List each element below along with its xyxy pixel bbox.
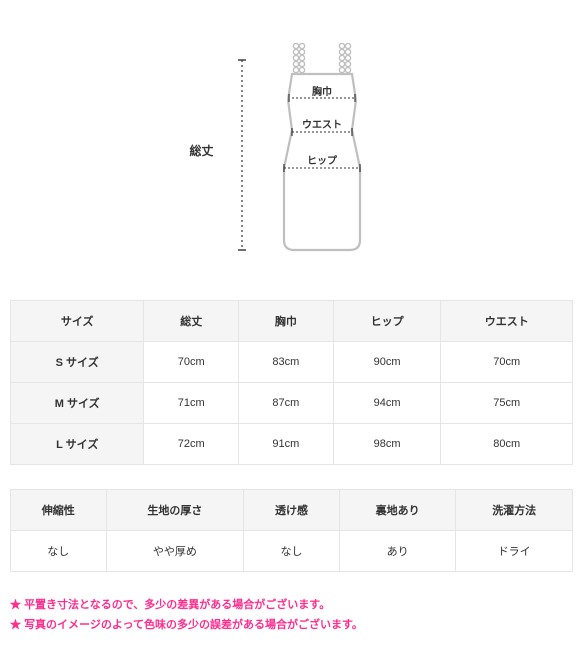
- size-table-header-row: サイズ 総丈 胸巾 ヒップ ウエスト: [11, 301, 573, 342]
- size-cell: 87cm: [239, 383, 334, 424]
- size-col-header: ウエスト: [441, 301, 573, 342]
- size-cell: 98cm: [333, 424, 441, 465]
- size-cell: 94cm: [333, 383, 441, 424]
- diagram-area: 総丈 胸巾 ウエスト: [10, 40, 573, 260]
- size-cell: 83cm: [239, 342, 334, 383]
- table-row: S サイズ 70cm 83cm 90cm 70cm: [11, 342, 573, 383]
- prop-cell: あり: [339, 531, 456, 572]
- prop-cell: なし: [11, 531, 107, 572]
- size-cell: 71cm: [144, 383, 239, 424]
- diagram-wrap: 総丈 胸巾 ウエスト: [189, 40, 393, 260]
- prop-col-header: 生地の厚さ: [106, 490, 244, 531]
- size-cell: 70cm: [441, 342, 573, 383]
- prop-cell: やや厚め: [106, 531, 244, 572]
- size-col-header: ヒップ: [333, 301, 441, 342]
- prop-col-header: 伸縮性: [11, 490, 107, 531]
- size-col-header: 胸巾: [239, 301, 334, 342]
- waist-label: ウエスト: [302, 119, 342, 131]
- prop-cell: ドライ: [456, 531, 573, 572]
- note-line: 写真のイメージのよって色味の多少の誤差がある場合がございます。: [10, 616, 573, 636]
- table-row: M サイズ 71cm 87cm 94cm 75cm: [11, 383, 573, 424]
- notes: 平置き寸法となるので、多少の差異がある場合がございます。 写真のイメージのよって…: [10, 596, 573, 636]
- size-cell: 90cm: [333, 342, 441, 383]
- size-row-head: S サイズ: [11, 342, 144, 383]
- size-col-header: 総丈: [144, 301, 239, 342]
- prop-col-header: 洗濯方法: [456, 490, 573, 531]
- size-row-head: L サイズ: [11, 424, 144, 465]
- size-cell: 75cm: [441, 383, 573, 424]
- prop-col-header: 裏地あり: [339, 490, 456, 531]
- dress-diagram-svg: 胸巾 ウエスト ヒップ: [234, 40, 394, 260]
- table-row: L サイズ 72cm 91cm 98cm 80cm: [11, 424, 573, 465]
- size-row-head: M サイズ: [11, 383, 144, 424]
- length-label: 総丈: [189, 142, 213, 159]
- property-table-header-row: 伸縮性 生地の厚さ 透け感 裏地あり 洗濯方法: [11, 490, 573, 531]
- size-cell: 72cm: [144, 424, 239, 465]
- size-cell: 70cm: [144, 342, 239, 383]
- table-row: なし やや厚め なし あり ドライ: [11, 531, 573, 572]
- hip-label: ヒップ: [307, 154, 338, 167]
- size-table: サイズ 総丈 胸巾 ヒップ ウエスト S サイズ 70cm 83cm 90cm …: [10, 300, 573, 465]
- property-table: 伸縮性 生地の厚さ 透け感 裏地あり 洗濯方法 なし やや厚め なし あり ドラ…: [10, 489, 573, 572]
- note-line: 平置き寸法となるので、多少の差異がある場合がございます。: [10, 596, 573, 616]
- prop-cell: なし: [244, 531, 340, 572]
- size-col-header: サイズ: [11, 301, 144, 342]
- bust-label: 胸巾: [312, 85, 332, 98]
- size-cell: 91cm: [239, 424, 334, 465]
- size-cell: 80cm: [441, 424, 573, 465]
- prop-col-header: 透け感: [244, 490, 340, 531]
